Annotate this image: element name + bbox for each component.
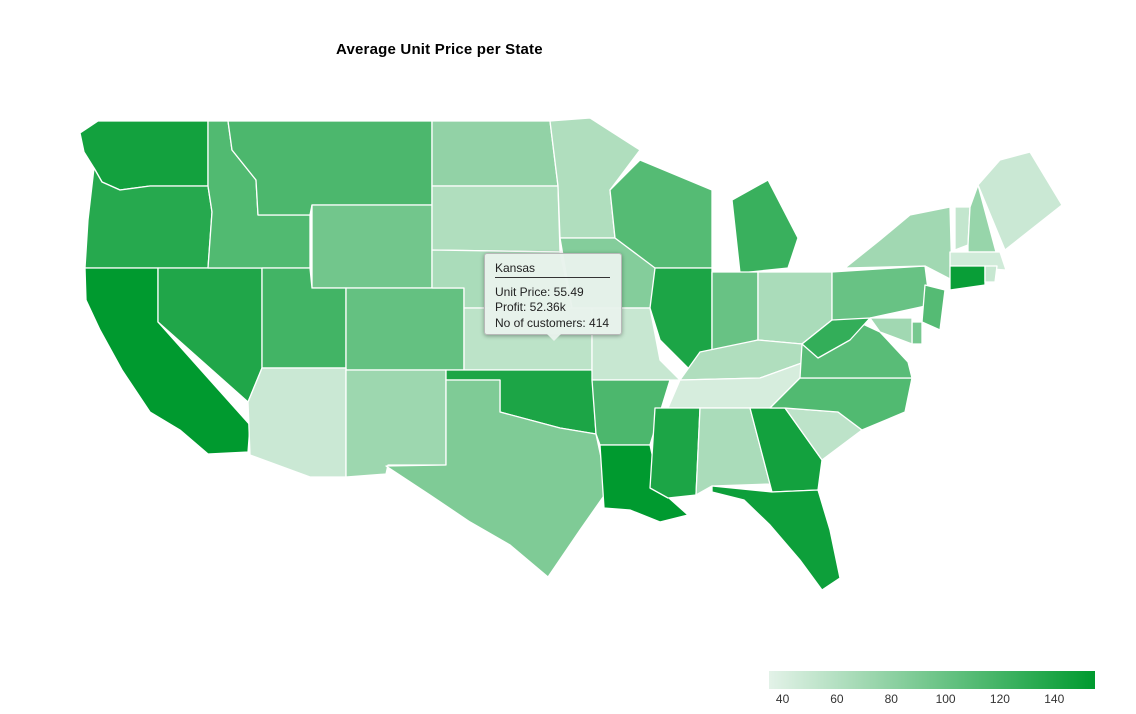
tooltip-unit-price: Unit Price: 55.49 [495, 285, 584, 299]
state-colorado[interactable] [345, 287, 465, 371]
tooltip-customers: No of customers: 414 [495, 316, 610, 330]
color-scale-legend [769, 671, 1095, 689]
state-indiana[interactable] [711, 271, 759, 353]
state-rhode-island[interactable] [984, 265, 998, 283]
legend-tick-label: 60 [830, 692, 844, 706]
tooltip-state-name: Kansas [495, 261, 536, 275]
chart-title: Average Unit Price per State [336, 41, 543, 58]
state-texas[interactable] [385, 379, 609, 578]
state-alabama[interactable] [695, 407, 771, 496]
state-north-carolina[interactable] [769, 377, 913, 431]
state-new-jersey[interactable] [921, 284, 946, 331]
state-michigan[interactable] [731, 179, 799, 274]
state-tooltip: Kansas Unit Price: 55.49 Profit: 52.36k … [484, 253, 622, 341]
state-new-mexico[interactable] [345, 369, 447, 478]
tooltip-divider [495, 277, 610, 278]
state-wyoming[interactable] [311, 204, 433, 289]
legend-tick-label: 140 [1044, 692, 1065, 706]
legend-tick-label: 40 [775, 692, 790, 706]
state-maryland[interactable] [869, 317, 913, 345]
state-montana[interactable] [227, 120, 433, 216]
state-mississippi[interactable] [649, 407, 701, 499]
legend-tick-label: 80 [884, 692, 898, 706]
state-maine[interactable] [977, 151, 1063, 251]
legend-tick-label: 120 [989, 692, 1010, 706]
state-delaware[interactable] [911, 321, 923, 345]
state-pennsylvania[interactable] [831, 265, 931, 321]
state-north-dakota[interactable] [431, 120, 559, 187]
state-connecticut[interactable] [949, 265, 986, 291]
legend-tick-label: 100 [935, 692, 956, 706]
states-layer [79, 117, 1063, 591]
tooltip-pointer [547, 334, 561, 341]
state-florida[interactable] [711, 485, 841, 591]
tooltip-profit: Profit: 52.36k [495, 300, 566, 314]
state-new-york[interactable] [844, 206, 953, 281]
state-south-dakota[interactable] [431, 185, 561, 253]
state-arizona[interactable] [247, 367, 347, 478]
